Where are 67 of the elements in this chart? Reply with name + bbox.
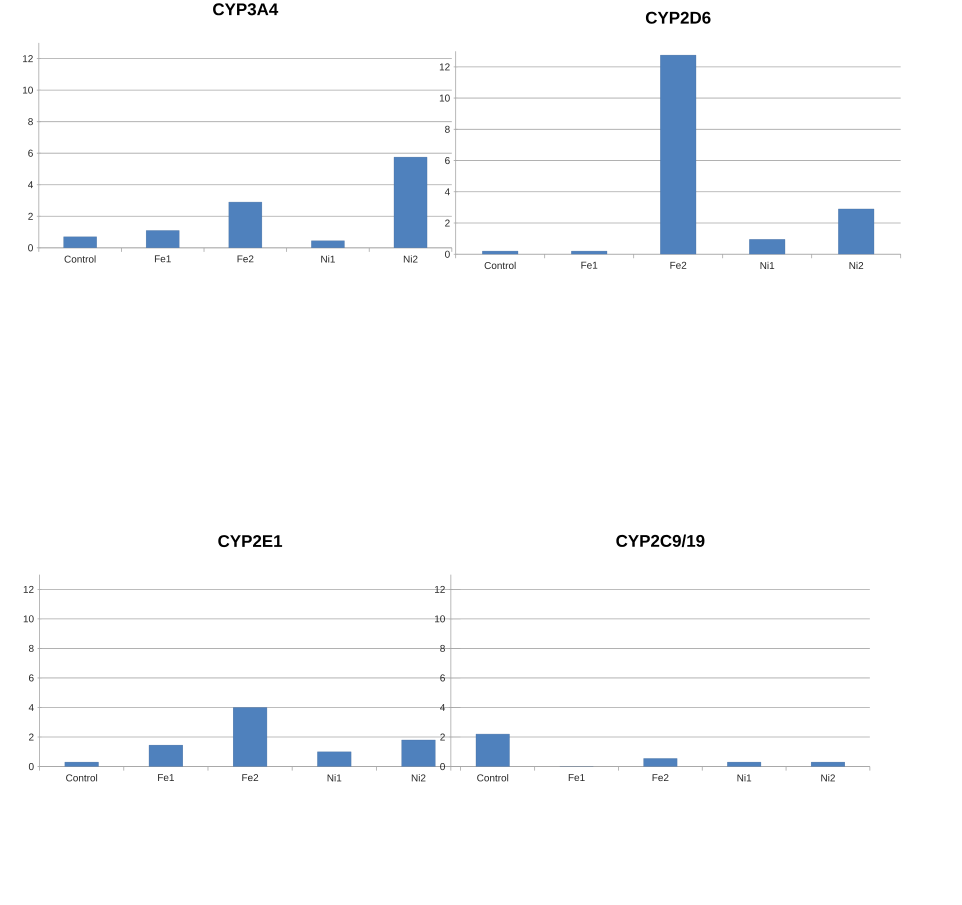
x-tick-label: Control (66, 774, 98, 782)
y-tick-label: 10 (435, 615, 445, 622)
y-tick-label: 0 (440, 762, 445, 770)
x-tick-label: Ni1 (760, 262, 774, 269)
x-tick-label: Fe1 (568, 774, 585, 781)
y-tick-label: 8 (28, 118, 33, 125)
y-tick-label: 12 (24, 586, 34, 593)
x-tick-label: Fe2 (238, 255, 254, 262)
bar (311, 240, 344, 248)
y-tick-label: 2 (445, 219, 450, 226)
chart-title: CYP2E1 (218, 534, 282, 547)
y-tick-label: 2 (28, 212, 33, 220)
x-tick-label: Ni2 (404, 255, 418, 262)
x-tick-label: Fe2 (242, 774, 258, 781)
x-tick-label: Fe2 (652, 774, 668, 781)
chart-title: CYP2C9/19 (616, 534, 704, 547)
bar (476, 734, 510, 766)
bar (228, 202, 262, 248)
y-tick-label: 0 (28, 762, 34, 770)
x-tick-label: Fe1 (158, 774, 174, 781)
y-tick-label: 4 (28, 704, 34, 711)
bar (148, 744, 183, 766)
x-tick-label: Control (64, 255, 96, 262)
y-tick-label: 2 (440, 733, 445, 740)
x-tick-label: Ni2 (850, 262, 864, 269)
x-tick-label: Fe1 (581, 262, 598, 269)
x-tick-label: Ni1 (321, 255, 335, 262)
y-tick-label: 12 (22, 54, 33, 62)
bar (233, 707, 268, 766)
y-tick-label: 12 (440, 63, 450, 70)
x-tick-label: Control (477, 774, 508, 782)
y-tick-label: 6 (440, 674, 445, 682)
y-tick-label: 10 (440, 94, 450, 102)
bar (838, 208, 874, 254)
x-tick-label: Ni1 (328, 774, 342, 782)
y-tick-label: 8 (440, 644, 445, 652)
bar (317, 751, 352, 766)
bar (64, 762, 99, 766)
y-tick-label: 2 (29, 733, 34, 740)
y-tick-label: 12 (435, 586, 445, 593)
bar (644, 758, 678, 766)
bar (146, 230, 180, 248)
y-tick-label: 4 (444, 188, 450, 195)
y-tick-label: 6 (445, 156, 450, 164)
y-tick-label: 6 (28, 149, 33, 157)
x-tick-label: Ni2 (412, 774, 426, 782)
bar (64, 236, 97, 248)
y-tick-label: 0 (445, 250, 450, 258)
bar (394, 156, 428, 248)
x-tick-label: Control (484, 262, 516, 269)
bar (660, 54, 696, 254)
bar (401, 740, 436, 766)
y-tick-label: 8 (28, 644, 34, 652)
y-tick-label: 10 (22, 86, 33, 94)
x-tick-label: Fe1 (154, 255, 171, 262)
y-tick-label: 8 (445, 126, 450, 133)
y-tick-label: 6 (29, 674, 34, 682)
y-tick-label: 4 (28, 181, 34, 188)
x-tick-label: Fe2 (670, 262, 686, 269)
chart-title: CYP2D6 (646, 12, 711, 24)
y-tick-label: 10 (24, 615, 34, 622)
y-tick-label: 4 (440, 704, 446, 711)
x-tick-label: Ni1 (737, 774, 752, 782)
bar (749, 239, 786, 254)
chart-title: CYP3A4 (213, 3, 278, 16)
y-tick-label: 0 (28, 244, 33, 252)
x-tick-label: Ni2 (821, 774, 835, 782)
